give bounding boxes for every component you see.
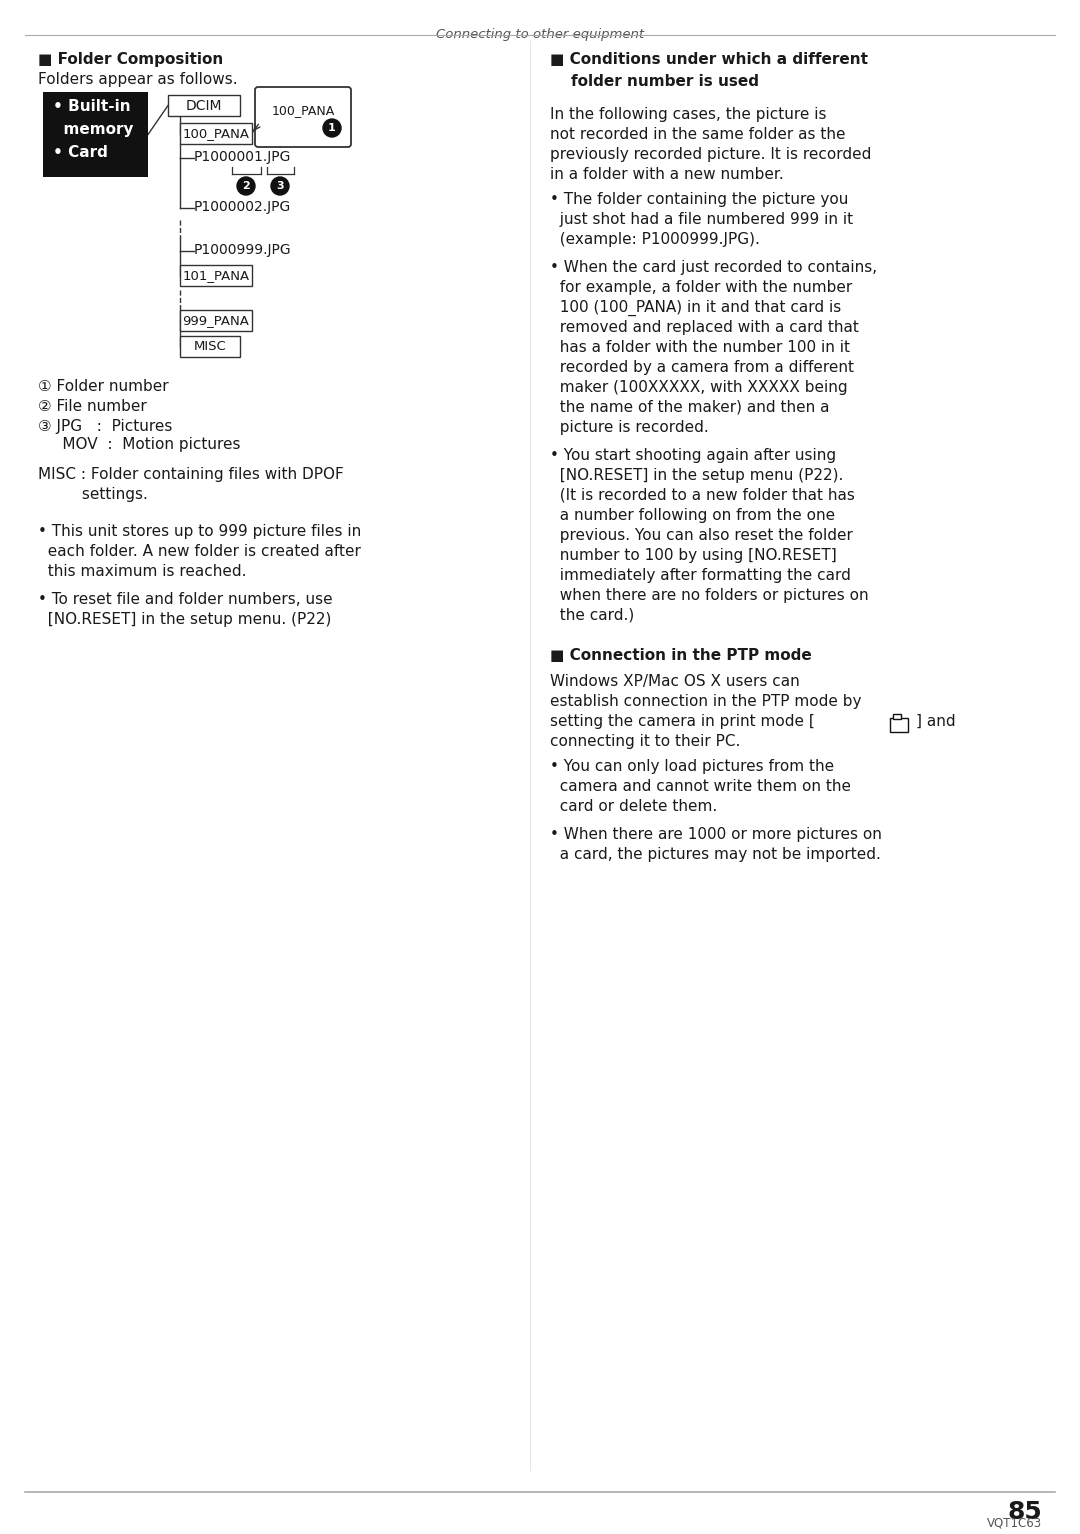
Text: • The folder containing the picture you: • The folder containing the picture you bbox=[550, 192, 849, 207]
Text: picture is recorded.: picture is recorded. bbox=[550, 420, 708, 436]
Text: 999_PANA: 999_PANA bbox=[183, 314, 249, 327]
Text: P1000001.JPG: P1000001.JPG bbox=[194, 150, 292, 164]
Text: 101_PANA: 101_PANA bbox=[183, 268, 249, 282]
FancyBboxPatch shape bbox=[255, 87, 351, 147]
Text: ■ Connection in the PTP mode: ■ Connection in the PTP mode bbox=[550, 647, 812, 663]
Text: • To reset file and folder numbers, use: • To reset file and folder numbers, use bbox=[38, 592, 333, 607]
Text: • This unit stores up to 999 picture files in: • This unit stores up to 999 picture fil… bbox=[38, 525, 361, 538]
Text: • You start shooting again after using: • You start shooting again after using bbox=[550, 448, 836, 463]
Text: folder number is used: folder number is used bbox=[550, 74, 759, 89]
FancyBboxPatch shape bbox=[180, 310, 252, 331]
Text: removed and replaced with a card that: removed and replaced with a card that bbox=[550, 321, 859, 334]
Text: setting the camera in print mode [: setting the camera in print mode [ bbox=[550, 713, 815, 729]
Text: establish connection in the PTP mode by: establish connection in the PTP mode by bbox=[550, 693, 862, 709]
Text: Windows XP/Mac OS X users can: Windows XP/Mac OS X users can bbox=[550, 673, 800, 689]
Text: maker (100XXXXX, with XXXXX being: maker (100XXXXX, with XXXXX being bbox=[550, 380, 848, 394]
Text: ■ Folder Composition: ■ Folder Composition bbox=[38, 52, 224, 67]
Text: (It is recorded to a new folder that has: (It is recorded to a new folder that has bbox=[550, 488, 855, 503]
Text: MISC: MISC bbox=[193, 341, 227, 353]
Text: the name of the maker) and then a: the name of the maker) and then a bbox=[550, 400, 829, 416]
Text: MOV  :  Motion pictures: MOV : Motion pictures bbox=[38, 437, 241, 453]
Text: 100_PANA: 100_PANA bbox=[271, 104, 335, 117]
Text: [NO.RESET] in the setup menu. (P22): [NO.RESET] in the setup menu. (P22) bbox=[38, 612, 332, 627]
Text: recorded by a camera from a different: recorded by a camera from a different bbox=[550, 360, 854, 374]
Circle shape bbox=[237, 176, 255, 195]
FancyBboxPatch shape bbox=[43, 92, 148, 176]
Text: previously recorded picture. It is recorded: previously recorded picture. It is recor… bbox=[550, 147, 872, 163]
Text: ① Folder number: ① Folder number bbox=[38, 379, 168, 394]
Text: the card.): the card.) bbox=[550, 607, 634, 623]
Text: in a folder with a new number.: in a folder with a new number. bbox=[550, 167, 784, 183]
Text: ] and: ] and bbox=[916, 713, 956, 729]
Text: ■ Conditions under which a different: ■ Conditions under which a different bbox=[550, 52, 868, 67]
Text: has a folder with the number 100 in it: has a folder with the number 100 in it bbox=[550, 341, 850, 354]
Text: a card, the pictures may not be imported.: a card, the pictures may not be imported… bbox=[550, 847, 881, 862]
Text: 2: 2 bbox=[242, 181, 249, 192]
FancyBboxPatch shape bbox=[180, 123, 252, 144]
Text: for example, a folder with the number: for example, a folder with the number bbox=[550, 281, 852, 295]
FancyBboxPatch shape bbox=[168, 95, 240, 117]
Text: P1000999.JPG: P1000999.JPG bbox=[194, 242, 292, 258]
Text: 3: 3 bbox=[276, 181, 284, 192]
Text: (example: P1000999.JPG).: (example: P1000999.JPG). bbox=[550, 232, 760, 247]
Text: connecting it to their PC.: connecting it to their PC. bbox=[550, 733, 741, 749]
Text: ③ JPG   :  Pictures: ③ JPG : Pictures bbox=[38, 419, 173, 434]
Text: In the following cases, the picture is: In the following cases, the picture is bbox=[550, 107, 826, 123]
Text: Folders appear as follows.: Folders appear as follows. bbox=[38, 72, 238, 87]
FancyBboxPatch shape bbox=[180, 336, 240, 357]
Text: immediately after formatting the card: immediately after formatting the card bbox=[550, 568, 851, 583]
Text: each folder. A new folder is created after: each folder. A new folder is created aft… bbox=[38, 545, 361, 558]
Text: previous. You can also reset the folder: previous. You can also reset the folder bbox=[550, 528, 853, 543]
FancyBboxPatch shape bbox=[890, 718, 908, 732]
Text: VQT1C63: VQT1C63 bbox=[987, 1517, 1042, 1529]
Text: • Built-in
  memory
• Card: • Built-in memory • Card bbox=[53, 100, 134, 160]
Text: a number following on from the one: a number following on from the one bbox=[550, 508, 835, 523]
FancyBboxPatch shape bbox=[893, 713, 901, 719]
Text: MISC : Folder containing files with DPOF: MISC : Folder containing files with DPOF bbox=[38, 466, 343, 482]
Text: • When the card just recorded to contains,: • When the card just recorded to contain… bbox=[550, 259, 877, 275]
Text: P1000002.JPG: P1000002.JPG bbox=[194, 199, 292, 215]
FancyBboxPatch shape bbox=[180, 265, 252, 285]
Text: ② File number: ② File number bbox=[38, 399, 147, 414]
Text: not recorded in the same folder as the: not recorded in the same folder as the bbox=[550, 127, 846, 143]
Text: • You can only load pictures from the: • You can only load pictures from the bbox=[550, 759, 834, 775]
Text: Connecting to other equipment: Connecting to other equipment bbox=[436, 28, 644, 41]
Text: 100 (100_PANA) in it and that card is: 100 (100_PANA) in it and that card is bbox=[550, 301, 841, 316]
Text: number to 100 by using [NO.RESET]: number to 100 by using [NO.RESET] bbox=[550, 548, 837, 563]
Circle shape bbox=[323, 120, 341, 137]
Text: [NO.RESET] in the setup menu (P22).: [NO.RESET] in the setup menu (P22). bbox=[550, 468, 843, 483]
Text: camera and cannot write them on the: camera and cannot write them on the bbox=[550, 779, 851, 795]
Text: just shot had a file numbered 999 in it: just shot had a file numbered 999 in it bbox=[550, 212, 853, 227]
Text: this maximum is reached.: this maximum is reached. bbox=[38, 565, 246, 578]
Text: 100_PANA: 100_PANA bbox=[183, 127, 249, 140]
Text: 85: 85 bbox=[1008, 1500, 1042, 1523]
Text: DCIM: DCIM bbox=[186, 98, 222, 112]
Text: when there are no folders or pictures on: when there are no folders or pictures on bbox=[550, 588, 868, 603]
Text: card or delete them.: card or delete them. bbox=[550, 799, 717, 815]
Circle shape bbox=[271, 176, 289, 195]
Text: • When there are 1000 or more pictures on: • When there are 1000 or more pictures o… bbox=[550, 827, 882, 842]
Text: settings.: settings. bbox=[38, 486, 148, 502]
Text: 1: 1 bbox=[328, 123, 336, 133]
